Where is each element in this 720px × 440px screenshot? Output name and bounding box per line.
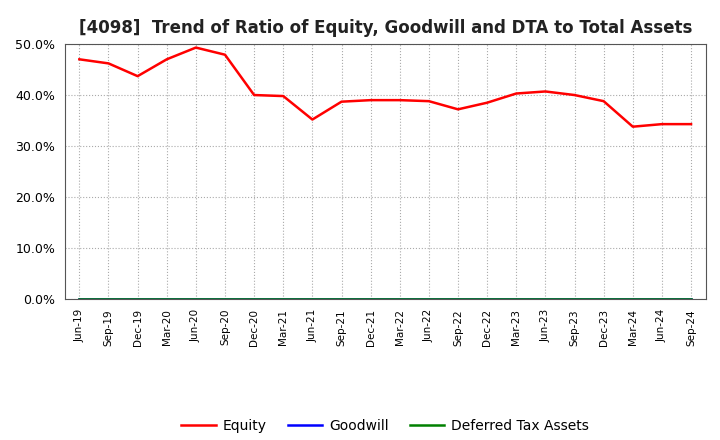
Goodwill <box>104 297 113 302</box>
Title: [4098]  Trend of Ratio of Equity, Goodwill and DTA to Total Assets: [4098] Trend of Ratio of Equity, Goodwil… <box>78 19 692 37</box>
Goodwill <box>133 297 142 302</box>
Deferred Tax Assets <box>163 297 171 302</box>
Deferred Tax Assets <box>599 297 608 302</box>
Goodwill <box>512 297 521 302</box>
Deferred Tax Assets <box>687 297 696 302</box>
Deferred Tax Assets <box>337 297 346 302</box>
Deferred Tax Assets <box>541 297 550 302</box>
Goodwill <box>570 297 579 302</box>
Deferred Tax Assets <box>570 297 579 302</box>
Equity <box>395 98 404 103</box>
Equity <box>366 98 375 103</box>
Goodwill <box>454 297 462 302</box>
Equity <box>512 91 521 96</box>
Deferred Tax Assets <box>75 297 84 302</box>
Deferred Tax Assets <box>366 297 375 302</box>
Equity <box>104 61 113 66</box>
Equity <box>483 100 492 105</box>
Equity <box>629 124 637 129</box>
Equity <box>308 117 317 122</box>
Goodwill <box>629 297 637 302</box>
Line: Equity: Equity <box>79 48 691 127</box>
Deferred Tax Assets <box>133 297 142 302</box>
Deferred Tax Assets <box>250 297 258 302</box>
Goodwill <box>483 297 492 302</box>
Equity <box>337 99 346 104</box>
Goodwill <box>308 297 317 302</box>
Deferred Tax Assets <box>454 297 462 302</box>
Equity <box>133 73 142 79</box>
Equity <box>75 57 84 62</box>
Equity <box>220 52 229 57</box>
Deferred Tax Assets <box>279 297 287 302</box>
Goodwill <box>395 297 404 302</box>
Goodwill <box>366 297 375 302</box>
Deferred Tax Assets <box>512 297 521 302</box>
Equity <box>541 89 550 94</box>
Goodwill <box>657 297 666 302</box>
Goodwill <box>687 297 696 302</box>
Equity <box>425 99 433 104</box>
Goodwill <box>337 297 346 302</box>
Equity <box>250 92 258 98</box>
Deferred Tax Assets <box>483 297 492 302</box>
Goodwill <box>250 297 258 302</box>
Deferred Tax Assets <box>395 297 404 302</box>
Deferred Tax Assets <box>192 297 200 302</box>
Equity <box>599 99 608 104</box>
Goodwill <box>599 297 608 302</box>
Equity <box>687 121 696 127</box>
Deferred Tax Assets <box>104 297 113 302</box>
Goodwill <box>163 297 171 302</box>
Goodwill <box>75 297 84 302</box>
Deferred Tax Assets <box>629 297 637 302</box>
Legend: Equity, Goodwill, Deferred Tax Assets: Equity, Goodwill, Deferred Tax Assets <box>176 413 595 438</box>
Goodwill <box>279 297 287 302</box>
Equity <box>163 57 171 62</box>
Deferred Tax Assets <box>308 297 317 302</box>
Goodwill <box>541 297 550 302</box>
Deferred Tax Assets <box>220 297 229 302</box>
Equity <box>657 121 666 127</box>
Goodwill <box>425 297 433 302</box>
Goodwill <box>220 297 229 302</box>
Equity <box>570 92 579 98</box>
Equity <box>279 93 287 99</box>
Deferred Tax Assets <box>657 297 666 302</box>
Goodwill <box>192 297 200 302</box>
Deferred Tax Assets <box>425 297 433 302</box>
Equity <box>192 45 200 50</box>
Equity <box>454 106 462 112</box>
